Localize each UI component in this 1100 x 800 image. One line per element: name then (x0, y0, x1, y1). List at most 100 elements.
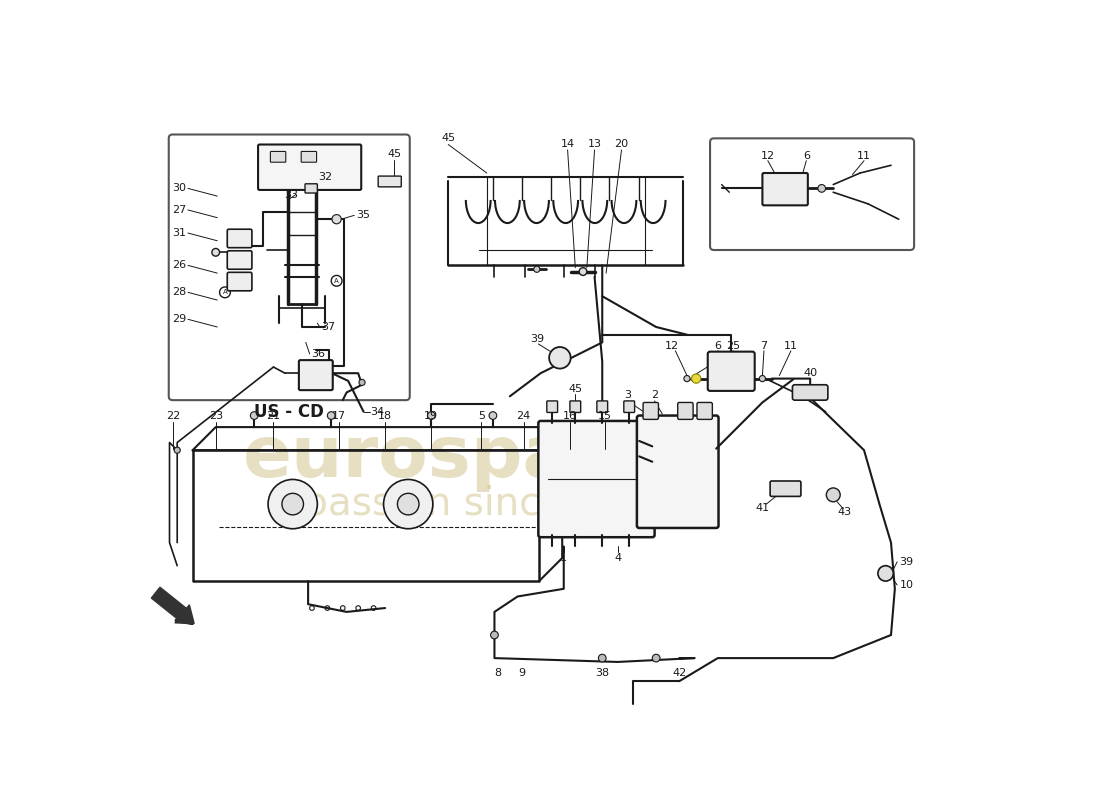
Text: 2: 2 (651, 390, 658, 400)
Circle shape (826, 488, 840, 502)
Text: 11: 11 (784, 342, 798, 351)
Text: 18: 18 (378, 410, 393, 421)
FancyBboxPatch shape (301, 151, 317, 162)
Text: 36: 36 (311, 349, 326, 359)
FancyBboxPatch shape (792, 385, 828, 400)
Circle shape (384, 479, 432, 529)
FancyBboxPatch shape (570, 401, 581, 413)
Text: 10: 10 (900, 580, 913, 590)
Circle shape (328, 412, 336, 419)
Text: 34: 34 (370, 406, 384, 417)
Circle shape (652, 654, 660, 662)
FancyBboxPatch shape (624, 401, 635, 413)
Circle shape (692, 374, 701, 383)
Circle shape (251, 412, 258, 419)
Text: 28: 28 (173, 287, 186, 298)
FancyBboxPatch shape (228, 230, 252, 248)
FancyBboxPatch shape (305, 184, 318, 193)
Circle shape (878, 566, 893, 581)
Text: US - CD: US - CD (254, 402, 324, 421)
FancyBboxPatch shape (258, 145, 361, 190)
FancyBboxPatch shape (697, 402, 713, 419)
Text: 13: 13 (587, 138, 602, 149)
FancyArrow shape (152, 587, 195, 623)
Circle shape (428, 412, 436, 419)
Text: 8: 8 (495, 669, 502, 678)
FancyBboxPatch shape (707, 352, 755, 391)
Text: 11: 11 (857, 151, 871, 161)
Text: 32: 32 (318, 172, 332, 182)
Text: 14: 14 (561, 138, 574, 149)
FancyBboxPatch shape (597, 401, 607, 413)
Text: A: A (222, 290, 228, 295)
FancyBboxPatch shape (762, 173, 807, 206)
Text: 45: 45 (387, 149, 402, 158)
Text: 5: 5 (477, 410, 485, 421)
Circle shape (332, 214, 341, 224)
Text: 27: 27 (173, 205, 186, 215)
FancyBboxPatch shape (168, 134, 409, 400)
FancyBboxPatch shape (538, 421, 654, 538)
Text: 33: 33 (284, 190, 298, 199)
Circle shape (220, 287, 230, 298)
FancyBboxPatch shape (547, 401, 558, 413)
Text: 38: 38 (595, 669, 609, 678)
Text: 30: 30 (173, 183, 186, 194)
Text: 12: 12 (761, 151, 774, 161)
Circle shape (817, 185, 825, 192)
Text: 26: 26 (173, 261, 186, 270)
Text: 41: 41 (756, 503, 770, 513)
Circle shape (359, 379, 365, 386)
Text: 16: 16 (563, 410, 576, 421)
Text: 9: 9 (518, 669, 525, 678)
FancyBboxPatch shape (644, 402, 659, 419)
Text: 12: 12 (664, 342, 679, 351)
Text: 29: 29 (173, 314, 186, 324)
Text: 21: 21 (266, 410, 280, 421)
Circle shape (331, 275, 342, 286)
Circle shape (333, 216, 340, 222)
FancyBboxPatch shape (299, 360, 332, 390)
Text: a passion since 1985: a passion since 1985 (267, 485, 675, 523)
Text: 42: 42 (672, 669, 686, 678)
Text: 24: 24 (517, 410, 531, 421)
Text: 19: 19 (425, 410, 439, 421)
Circle shape (549, 347, 571, 369)
FancyBboxPatch shape (271, 151, 286, 162)
Text: 22: 22 (166, 410, 180, 421)
FancyBboxPatch shape (228, 250, 252, 270)
Circle shape (397, 494, 419, 515)
Text: 4: 4 (614, 553, 622, 563)
Text: 6: 6 (714, 342, 722, 351)
Text: 17: 17 (332, 410, 346, 421)
Circle shape (759, 375, 766, 382)
Circle shape (491, 631, 498, 639)
FancyBboxPatch shape (678, 402, 693, 419)
Text: 20: 20 (615, 138, 628, 149)
Text: 43: 43 (838, 507, 851, 517)
FancyBboxPatch shape (228, 272, 252, 291)
Text: 1: 1 (560, 553, 568, 563)
Circle shape (268, 479, 318, 529)
Text: 15: 15 (597, 410, 612, 421)
Text: A: A (334, 278, 339, 284)
Text: 37: 37 (321, 322, 336, 332)
FancyBboxPatch shape (711, 138, 914, 250)
FancyBboxPatch shape (378, 176, 402, 187)
Circle shape (598, 654, 606, 662)
Text: 3: 3 (624, 390, 631, 400)
FancyBboxPatch shape (637, 415, 718, 528)
Text: 23: 23 (209, 410, 223, 421)
Circle shape (282, 494, 304, 515)
Text: 6: 6 (803, 151, 810, 161)
Text: eurospares: eurospares (243, 423, 700, 493)
FancyBboxPatch shape (770, 481, 801, 496)
Circle shape (684, 375, 690, 382)
Circle shape (490, 412, 497, 419)
Text: 39: 39 (530, 334, 543, 343)
Text: 39: 39 (900, 557, 914, 567)
Text: 31: 31 (173, 228, 186, 238)
Text: 35: 35 (356, 210, 370, 220)
Circle shape (579, 268, 587, 275)
Text: 45: 45 (441, 134, 455, 143)
